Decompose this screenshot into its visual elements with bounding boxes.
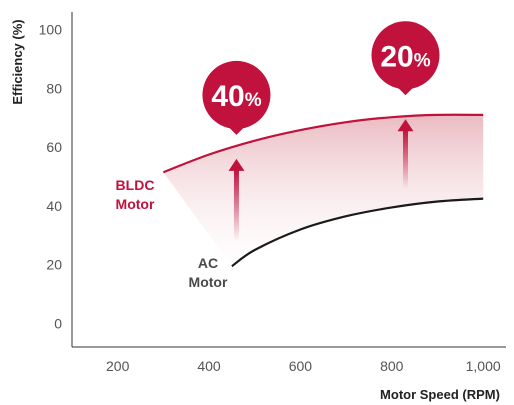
improvement-arrow-shaft — [402, 129, 408, 189]
improvement-area — [163, 114, 484, 267]
tick-labels: 200 400 600 800 1,000 0 20 40 60 80 100 — [39, 22, 501, 374]
ac-motor-label: AC — [198, 255, 218, 271]
ac-motor-label: Motor — [189, 274, 228, 290]
x-tick-label: 800 — [380, 358, 404, 374]
x-tick-label: 400 — [197, 358, 221, 374]
ac-motor-line — [231, 197, 484, 268]
y-tick-label: 80 — [46, 80, 62, 96]
improvement-annotations: 40%20% — [202, 21, 440, 242]
x-axis-title: Motor Speed (RPM) — [380, 387, 500, 402]
bubble-pointer — [226, 124, 247, 135]
series-labels: BLDC Motor AC Motor — [116, 177, 228, 290]
percentage-bubble: 20% — [371, 21, 440, 96]
bubble-circle — [202, 60, 271, 129]
improvement-fill — [163, 114, 484, 267]
bubble-pointer — [395, 85, 416, 96]
bubble-unit: % — [245, 90, 262, 111]
series-lines — [162, 113, 484, 268]
y-tick-label: 100 — [39, 22, 63, 38]
bldc-motor-label: BLDC — [116, 177, 155, 193]
bldc-motor-line — [162, 113, 484, 174]
improvement-arrow-head — [397, 119, 414, 132]
bubble-unit: % — [414, 50, 431, 71]
bubble-number: 20 — [380, 40, 413, 73]
bubble-circle — [371, 21, 440, 90]
y-tick-label: 40 — [46, 198, 62, 214]
x-tick-label: 600 — [289, 358, 313, 374]
bldc-motor-label: Motor — [116, 196, 155, 212]
x-tick-label: 1,000 — [466, 358, 501, 374]
y-tick-label: 20 — [46, 257, 62, 273]
y-axis-title: Efficiency (%) — [10, 19, 25, 104]
improvement-arrow-head — [228, 158, 245, 171]
bubble-number: 40 — [211, 80, 244, 113]
y-tick-label: 60 — [46, 139, 62, 155]
bubble-label: 20% — [380, 40, 430, 73]
y-tick-label: 0 — [54, 315, 62, 331]
percentage-bubble: 40% — [202, 60, 271, 135]
x-tick-label: 200 — [106, 358, 130, 374]
improvement-arrow-shaft — [233, 168, 239, 242]
bubble-label: 40% — [211, 80, 261, 113]
